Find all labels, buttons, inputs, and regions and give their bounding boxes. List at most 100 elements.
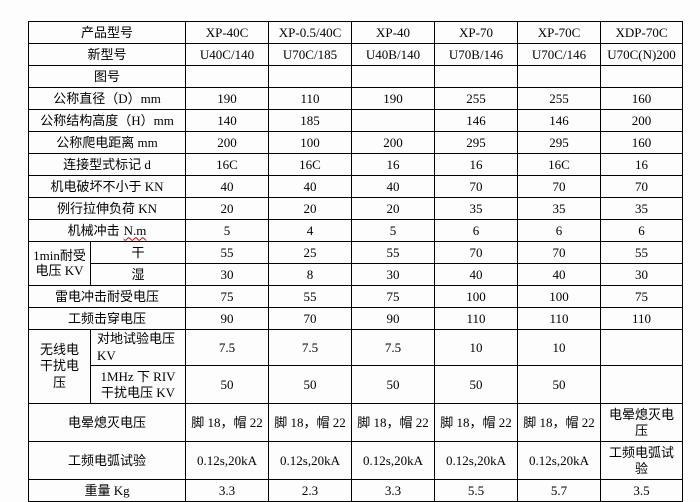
value-cell: 110: [268, 87, 353, 110]
value-cell: [351, 109, 436, 132]
row-lightning-impulse-voltage: 雷电冲击耐受电压 75 55 75 100 100 75: [27, 285, 684, 308]
row-label: 电晕熄灭电压: [27, 403, 187, 442]
row-label: 例行拉伸负荷 KN: [27, 197, 187, 220]
value-cell: 110: [434, 307, 519, 330]
value-cell: XP-70: [434, 21, 519, 44]
value-cell: 20: [268, 197, 353, 220]
value-cell: 200: [185, 131, 270, 154]
value-cell: 140: [185, 109, 270, 132]
value-cell: 40: [185, 175, 270, 198]
value-cell: 100: [268, 131, 353, 154]
row-ground-test-voltage: 无线电干扰电压 对地试验电压 KV 7.5 7.5 7.5 10 10: [28, 329, 684, 404]
value-cell: 35: [434, 197, 519, 220]
row-failing-load: 机电破坏不小于 KN 40 40 40 70 70 70: [27, 175, 684, 198]
value-cell: 40: [517, 263, 602, 286]
value-cell: 55: [351, 241, 436, 264]
value-cell: 295: [434, 131, 519, 154]
value-cell: 200: [351, 131, 436, 154]
value-cell: 40: [434, 263, 519, 286]
row-label: 产品型号: [27, 21, 187, 44]
value-cell: [434, 65, 519, 88]
value-cell: U70C/146: [517, 43, 602, 66]
value-cell: 100: [434, 285, 519, 308]
row-label: 雷电冲击耐受电压: [27, 285, 187, 308]
value-cell: [600, 365, 684, 404]
row-label: 公称爬电距离 mm: [27, 131, 187, 154]
value-cell: 40: [351, 175, 436, 198]
value-cell: 160: [600, 87, 684, 110]
value-cell: U70B/146: [434, 43, 519, 66]
value-cell: 35: [600, 197, 684, 220]
row-creepage-distance: 公称爬电距离 mm 200 100 200 295 295 160: [27, 131, 684, 154]
value-cell: XP-70C: [517, 21, 602, 44]
value-cell: U40B/140: [351, 43, 436, 66]
value-cell: XP-40: [351, 21, 436, 44]
row-routine-tensile-load: 例行拉伸负荷 KN 20 20 20 35 35 35: [27, 197, 684, 220]
row-product-model: 产品型号 XP-40C XP-0.5/40C XP-40 XP-70 XP-70…: [27, 21, 684, 44]
value-cell: U40C/140: [185, 43, 270, 66]
value-cell: 7.5: [185, 329, 270, 366]
value-cell: 6: [434, 219, 519, 242]
value-cell: 5: [185, 219, 270, 242]
value-cell: 5.7: [517, 479, 602, 502]
row-pf-arc-test: 工频电弧试验 0.12s,20kA 0.12s,20kA 0.12s,20kA …: [27, 441, 684, 480]
value-cell: 16C: [517, 153, 602, 176]
value-cell: 110: [600, 307, 684, 330]
value-cell: 70: [268, 307, 353, 330]
value-cell: 脚 18，帽 22: [185, 403, 270, 442]
value-cell: 3.5: [600, 479, 684, 502]
row-label: 对地试验电压 KV: [89, 329, 187, 366]
value-cell: 40: [268, 175, 353, 198]
value-cell: 5.5: [434, 479, 519, 502]
value-cell: 75: [600, 285, 684, 308]
value-cell: 0.12s,20kA: [268, 441, 353, 480]
value-cell: 146: [434, 109, 519, 132]
value-cell: 16C: [268, 153, 353, 176]
value-cell: 146: [517, 109, 602, 132]
row-nominal-diameter: 公称直径（D）mm 190 110 190 255 255 160: [27, 87, 684, 110]
row-pf-puncture-voltage: 工频击穿电压 90 70 90 110 110 110: [27, 307, 684, 330]
value-cell: 20: [185, 197, 270, 220]
value-cell: 10: [434, 329, 519, 366]
value-cell: 6: [517, 219, 602, 242]
value-cell: 0.12s,20kA: [434, 441, 519, 480]
row-coupling-mark: 连接型式标记 d 16C 16C 16 16 16C 16: [27, 153, 684, 176]
row-label: 公称结构高度（H）mm: [27, 109, 187, 132]
row-label: 机械冲击 N.m: [27, 219, 187, 242]
value-cell: 75: [351, 285, 436, 308]
row-withstand-wet: 湿 30 8 30 40 40 30: [29, 263, 684, 286]
value-cell: 20: [351, 197, 436, 220]
value-cell: 25: [268, 241, 353, 264]
row-label: 公称直径（D）mm: [27, 87, 187, 110]
value-cell: 6: [600, 219, 684, 242]
value-cell: 3.3: [185, 479, 270, 502]
value-cell: 35: [517, 197, 602, 220]
value-cell: 电晕熄灭电压: [600, 403, 684, 442]
value-cell: 30: [600, 263, 684, 286]
value-cell: 200: [600, 109, 684, 132]
value-cell: 10: [517, 329, 602, 366]
value-cell: 70: [517, 175, 602, 198]
value-cell: [600, 329, 684, 366]
value-cell: 16: [600, 153, 684, 176]
value-cell: 50: [434, 365, 519, 404]
value-cell: 50: [185, 365, 270, 404]
value-cell: 295: [517, 131, 602, 154]
row-riv-voltage: 1MHz 下 RIV 干扰电压 KV 50 50 50 50 50: [29, 365, 684, 404]
row-label: 图号: [27, 65, 187, 88]
value-cell: 30: [351, 263, 436, 286]
value-cell: 7.5: [268, 329, 353, 366]
value-cell: 55: [268, 285, 353, 308]
row-mechanical-impact: 机械冲击 N.m 5 4 5 6 6 6: [27, 219, 684, 242]
value-cell: 2.3: [268, 479, 353, 502]
value-cell: 50: [351, 365, 436, 404]
spellcheck-underlined-unit: N.m: [123, 222, 147, 238]
value-cell: 70: [517, 241, 602, 264]
value-cell: 100: [517, 285, 602, 308]
value-cell: 90: [351, 307, 436, 330]
row-label: 湿: [89, 263, 187, 286]
row-label: 重量 Kg: [27, 479, 187, 502]
group-label-radio-interference: 无线电干扰电压: [28, 329, 91, 404]
value-cell: 4: [268, 219, 353, 242]
value-cell: 110: [517, 307, 602, 330]
